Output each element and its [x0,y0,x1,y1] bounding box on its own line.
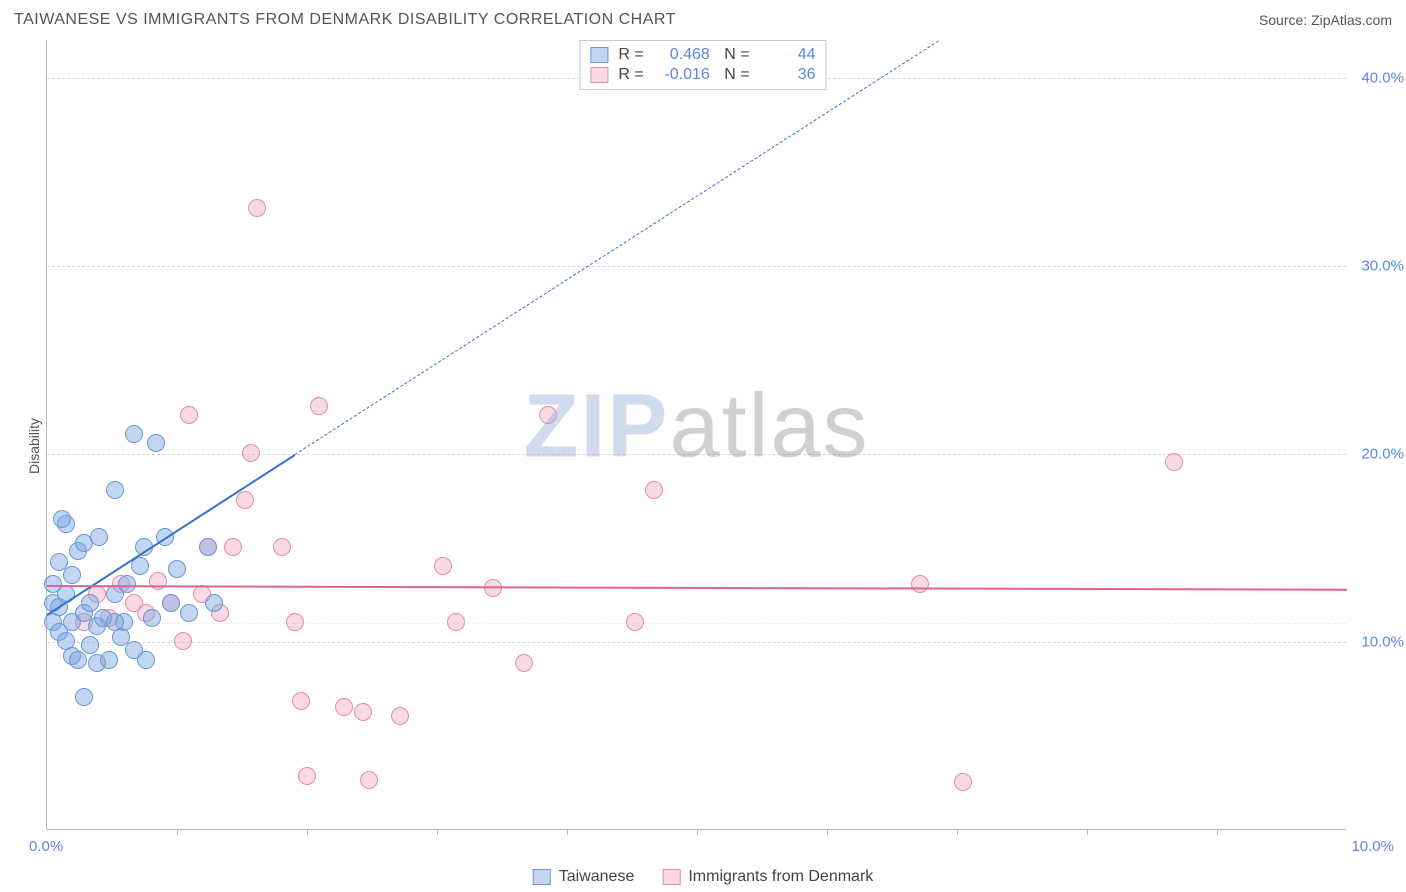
data-point [391,707,409,725]
legend-row-taiwanese: R = 0.468 N = 44 [590,45,815,65]
watermark: ZIPatlas [523,375,869,478]
data-point [248,199,266,217]
y-tick-label: 20.0% [1361,445,1404,462]
data-point [335,698,353,716]
source-label: Source: ZipAtlas.com [1259,12,1392,28]
correlation-legend: R = 0.468 N = 44 R = -0.016 N = 36 [579,40,826,90]
legend-item-denmark: Immigrants from Denmark [662,868,873,886]
data-point [100,651,118,669]
trend-line [294,40,938,455]
data-point [310,397,328,415]
legend-label: Immigrants from Denmark [688,868,873,886]
data-point [645,481,663,499]
swatch-taiwanese [590,47,608,63]
data-point [911,575,929,593]
x-tick [307,829,308,835]
data-point [180,604,198,622]
x-tick [177,829,178,835]
swatch-denmark [662,869,680,885]
data-point [81,594,99,612]
data-point [180,406,198,424]
data-point [1165,453,1183,471]
data-point [199,538,217,556]
y-tick-label: 30.0% [1361,257,1404,274]
data-point [137,651,155,669]
data-point [69,651,87,669]
y-tick-label: 40.0% [1361,69,1404,86]
data-point [147,434,165,452]
gridline [47,642,1346,643]
data-point [354,703,372,721]
chart-title: TAIWANESE VS IMMIGRANTS FROM DENMARK DIS… [14,11,676,29]
x-tick [1087,829,1088,835]
data-point [90,528,108,546]
y-axis-label: Disability [26,418,42,474]
data-point [53,510,71,528]
x-tick [567,829,568,835]
data-point [360,771,378,789]
legend-label: Taiwanese [559,868,635,886]
data-point [106,481,124,499]
data-point [143,609,161,627]
data-point [125,425,143,443]
legend-item-taiwanese: Taiwanese [533,868,635,886]
x-tick [437,829,438,835]
data-point [242,444,260,462]
data-point [224,538,242,556]
x-tick-label: 10.0% [1351,838,1394,855]
trend-line [47,585,1347,591]
scatter-chart: ZIPatlas 10.0%20.0%30.0%40.0%0.0%10.0% [46,40,1346,830]
x-tick-label: 0.0% [29,838,63,855]
data-point [174,632,192,650]
swatch-taiwanese [533,869,551,885]
data-point [515,654,533,672]
data-point [539,406,557,424]
data-point [205,594,223,612]
swatch-denmark [590,67,608,83]
series-legend: Taiwanese Immigrants from Denmark [533,868,874,886]
data-point [286,613,304,631]
data-point [236,491,254,509]
data-point [954,773,972,791]
x-tick [827,829,828,835]
data-point [626,613,644,631]
data-point [292,692,310,710]
x-tick [697,829,698,835]
data-point [63,566,81,584]
data-point [273,538,291,556]
x-tick [957,829,958,835]
data-point [447,613,465,631]
x-tick [1217,829,1218,835]
data-point [434,557,452,575]
data-point [81,636,99,654]
legend-row-denmark: R = -0.016 N = 36 [590,65,815,85]
data-point [106,613,124,631]
data-point [168,560,186,578]
y-tick-label: 10.0% [1361,633,1404,650]
data-point [162,594,180,612]
data-point [298,767,316,785]
data-point [75,688,93,706]
gridline [47,266,1346,267]
